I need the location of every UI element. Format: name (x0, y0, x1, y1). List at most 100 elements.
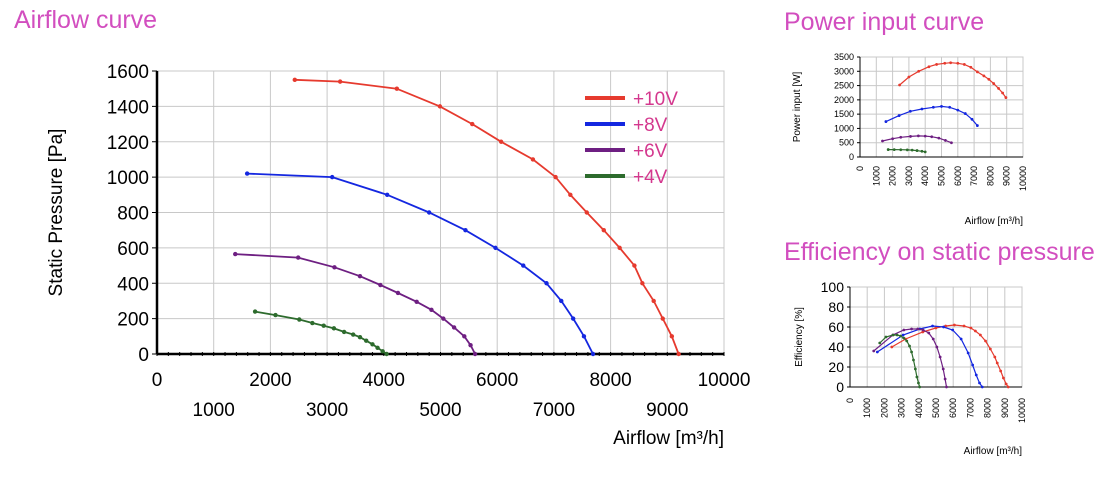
airflow-data-point (463, 227, 468, 233)
power-data-point (909, 135, 912, 138)
eff-data-point (902, 328, 906, 332)
legend-label-10v: +10V (633, 89, 678, 110)
power-series-line-6v (882, 135, 952, 144)
power-data-point (956, 61, 960, 65)
power-x-axis-title: Airflow [m³/h] (965, 216, 1024, 227)
eff-ytick-label: 40 (828, 339, 844, 355)
power-xtick-label: 1000 (871, 166, 881, 186)
power-data-point (916, 134, 920, 138)
airflow-data-point (384, 351, 389, 357)
airflow-y-axis-title: Static Pressure [Pa] (46, 129, 67, 297)
airflow-data-point (530, 157, 536, 162)
eff-xtick-label: 7000 (965, 398, 975, 418)
eff-xtick-label: 10000 (1017, 398, 1027, 423)
eff-data-point (927, 331, 931, 335)
eff-data-point (878, 341, 882, 345)
airflow-data-point (559, 298, 564, 304)
eff-data-point (993, 355, 997, 359)
power-xtick-label: 7000 (969, 166, 979, 186)
airflow-data-point (544, 281, 549, 286)
eff-data-point (1004, 382, 1008, 386)
eff-data-point (899, 334, 902, 338)
airflow-series-line-8v (247, 172, 594, 355)
airflow-series-6v (233, 251, 478, 357)
eff-xtick-label: 0 (845, 398, 855, 403)
power-data-point (1004, 96, 1008, 99)
power-xtick-label: 2000 (888, 166, 898, 186)
airflow-data-point (640, 281, 645, 286)
airflow-ytick-label: 1600 (107, 62, 149, 83)
power-xtick-label: 8000 (985, 166, 995, 186)
eff-xtick-label: 1000 (862, 398, 872, 418)
airflow-legend: +10V +8V +6V +4V (585, 89, 678, 188)
power-data-point (920, 107, 924, 111)
airflow-ytick-label: 1200 (107, 133, 149, 154)
power-data-point (899, 135, 903, 139)
power-xtick-label: 10000 (1018, 166, 1028, 191)
airflow-data-point (590, 351, 596, 357)
legend-label-4v: +4V (633, 167, 668, 188)
airflow-data-point (601, 227, 606, 233)
power-data-point (987, 77, 991, 81)
power-data-point (950, 141, 953, 145)
eff-data-point (931, 324, 934, 328)
airflow-data-point (321, 323, 326, 328)
airflow-ytick-label: 200 (117, 310, 149, 331)
airflow-data-point (395, 290, 401, 296)
power-data-point (962, 63, 966, 66)
power-data-point (1001, 91, 1005, 95)
airflow-data-point (451, 325, 457, 330)
airflow-data-point (669, 334, 675, 339)
airflow-xtick-label: 10000 (698, 370, 751, 391)
power-data-point (992, 82, 996, 85)
eff-data-point (942, 325, 945, 329)
power-data-point (905, 148, 909, 152)
eff-data-point (999, 369, 1003, 373)
eff-series-4v (878, 333, 922, 389)
airflow-series-10v (292, 77, 681, 357)
airflow-data-point (292, 77, 297, 83)
airflow-series-line-10v (294, 78, 680, 355)
eff-data-point (974, 373, 978, 377)
eff-data-point (884, 335, 888, 339)
eff-data-point (966, 351, 970, 355)
power-xtick-label: 0 (855, 166, 865, 171)
power-data-point (899, 148, 903, 152)
airflow-ytick-label: 800 (117, 204, 149, 225)
airflow-data-point (357, 273, 363, 279)
eff-data-point (890, 345, 894, 349)
eff-data-point (984, 339, 987, 343)
eff-series-10v (890, 323, 1010, 389)
airflow-data-point (330, 174, 335, 180)
eff-x-axis-title: Airflow [m³/h] (964, 446, 1023, 457)
airflow-data-point (297, 317, 302, 322)
power-data-point (910, 148, 914, 152)
eff-data-point (908, 344, 911, 348)
airflow-xtick-label: 8000 (589, 370, 631, 391)
eff-data-point (988, 347, 992, 351)
eff-data-point (891, 333, 895, 337)
eff-data-point (910, 327, 913, 331)
eff-ytick-label: 100 (821, 279, 845, 295)
airflow-xtick-label: 6000 (476, 370, 518, 391)
airflow-x-axis-title: Airflow [m³/h] (613, 428, 724, 449)
airflow-data-point (341, 329, 347, 335)
airflow-data-point (462, 334, 467, 339)
power-data-point (975, 124, 979, 127)
power-data-point (897, 114, 901, 117)
eff-data-point (918, 385, 922, 389)
power-data-point (949, 61, 953, 65)
eff-data-point (905, 339, 909, 343)
power-input-curve-title: Power input curve (784, 8, 985, 36)
airflow-data-point (337, 79, 343, 84)
airflow-data-point (233, 251, 238, 257)
eff-xtick-label: 8000 (983, 398, 993, 418)
eff-data-point (912, 358, 915, 362)
power-data-point (930, 135, 934, 139)
airflow-data-point (370, 342, 375, 347)
eff-data-point (934, 326, 938, 330)
power-data-point (917, 69, 921, 73)
eff-data-point (962, 324, 966, 328)
power-data-point (898, 83, 902, 87)
eff-data-point (980, 385, 984, 389)
